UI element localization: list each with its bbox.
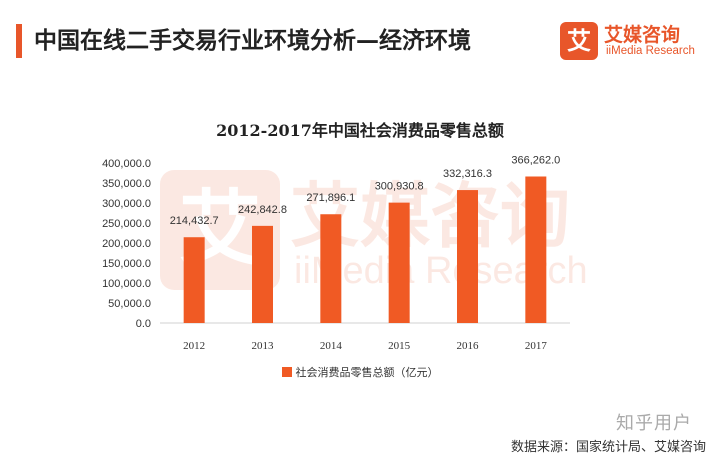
page-title: 中国在线二手交易行业环境分析—经济环境 [34, 28, 471, 54]
data-label: 366,262.0 [511, 154, 560, 166]
bar [388, 202, 410, 323]
data-source: 数据来源：国家统计局、艾媒咨询 [510, 440, 706, 455]
x-tick-label: 2012 [183, 340, 205, 352]
data-label: 242,842.8 [238, 204, 287, 216]
y-tick-label: 50,000.0 [108, 298, 151, 310]
y-tick-label: 350,000.0 [102, 178, 151, 190]
brand-logo: 艾 艾媒咨询 iiMedia Research [560, 18, 710, 66]
bar [252, 225, 273, 323]
x-tick-label: 2016 [457, 340, 480, 352]
x-tick-label: 2015 [388, 340, 411, 352]
chart-legend: 社会消费品零售总额（亿元） [0, 364, 720, 380]
logo-icon: 艾 [560, 22, 598, 60]
bar [457, 190, 478, 323]
data-label: 332,316.3 [443, 168, 492, 180]
data-label: 300,930.8 [375, 181, 424, 193]
x-tick-label: 2017 [525, 340, 548, 352]
legend-swatch [281, 367, 292, 377]
data-label: 214,432.7 [170, 215, 219, 227]
bar [525, 176, 547, 323]
x-tick-label: 2014 [320, 340, 343, 352]
x-tick-label: 2013 [252, 340, 275, 352]
y-tick-label: 0.0 [136, 318, 151, 330]
y-tick-label: 400,000.0 [102, 158, 151, 170]
y-tick-label: 150,000.0 [102, 258, 151, 270]
legend-label: 社会消费品零售总额（亿元） [295, 366, 439, 379]
data-label: 271,896.1 [306, 192, 355, 204]
logo-text-en: iiMedia Research [606, 45, 695, 57]
y-tick-label: 250,000.0 [102, 218, 151, 230]
title-accent-bar [16, 24, 22, 58]
bar [183, 237, 205, 323]
y-tick-label: 200,000.0 [102, 238, 151, 250]
credit-watermark: 知乎用户 [616, 413, 692, 434]
y-tick-label: 300,000.0 [102, 198, 151, 210]
bar [320, 214, 342, 323]
logo-text-cn: 艾媒咨询 [604, 24, 681, 46]
chart-title: 2012-2017年中国社会消费品零售总额 [216, 121, 504, 140]
y-tick-label: 100,000.0 [102, 278, 151, 290]
